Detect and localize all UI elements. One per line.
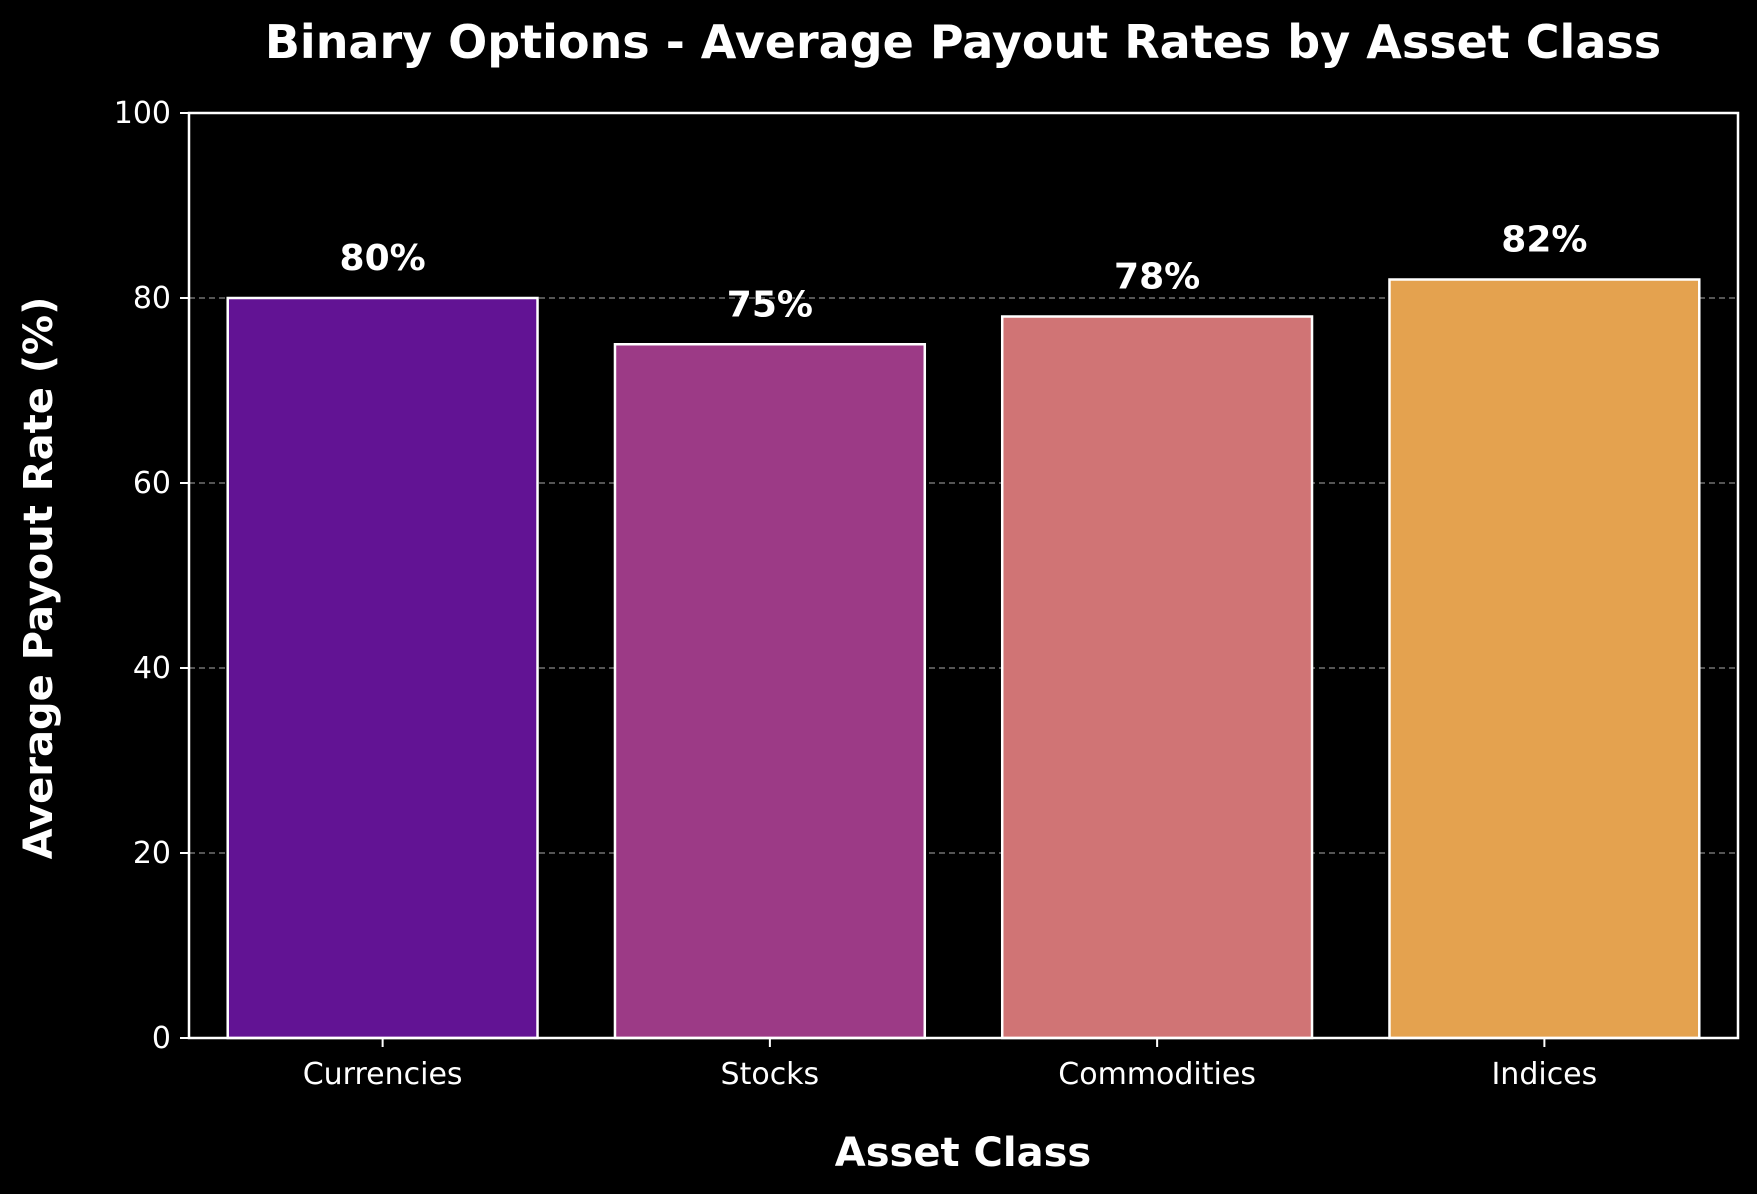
- y-axis-label: Average Payout Rate (%): [16, 297, 62, 860]
- bar-stocks: [613, 343, 927, 1040]
- x-tick-label: Commodities: [1058, 1057, 1256, 1092]
- bar-currencies: [226, 296, 539, 1040]
- y-tick-label: 60: [133, 466, 171, 501]
- plot-frame: [187, 111, 1740, 1040]
- data-labels: 80% 75% 78% 82%: [340, 220, 1588, 326]
- y-tick-label: 0: [152, 1021, 171, 1056]
- y-tick-label: 100: [114, 96, 171, 131]
- data-label: 78%: [1114, 257, 1200, 298]
- y-axis-ticks: 0 20 40 60 80 100: [114, 96, 189, 1056]
- data-label: 75%: [727, 284, 813, 325]
- chart-title: Binary Options - Average Payout Rates by…: [265, 15, 1661, 69]
- x-tick-label: Indices: [1491, 1057, 1597, 1092]
- x-axis-ticks: Currencies Stocks Commodities Indices: [303, 1038, 1597, 1092]
- y-tick-label: 20: [133, 836, 171, 871]
- bar-commodities: [1000, 315, 1314, 1040]
- y-tick-label: 80: [133, 281, 171, 316]
- data-label: 80%: [340, 238, 426, 279]
- data-label: 82%: [1501, 220, 1587, 261]
- x-tick-label: Currencies: [303, 1057, 463, 1092]
- y-tick-label: 40: [133, 651, 171, 686]
- bar-indices: [1388, 278, 1701, 1040]
- x-axis-label: Asset Class: [835, 1130, 1091, 1176]
- x-tick-label: Stocks: [721, 1057, 820, 1092]
